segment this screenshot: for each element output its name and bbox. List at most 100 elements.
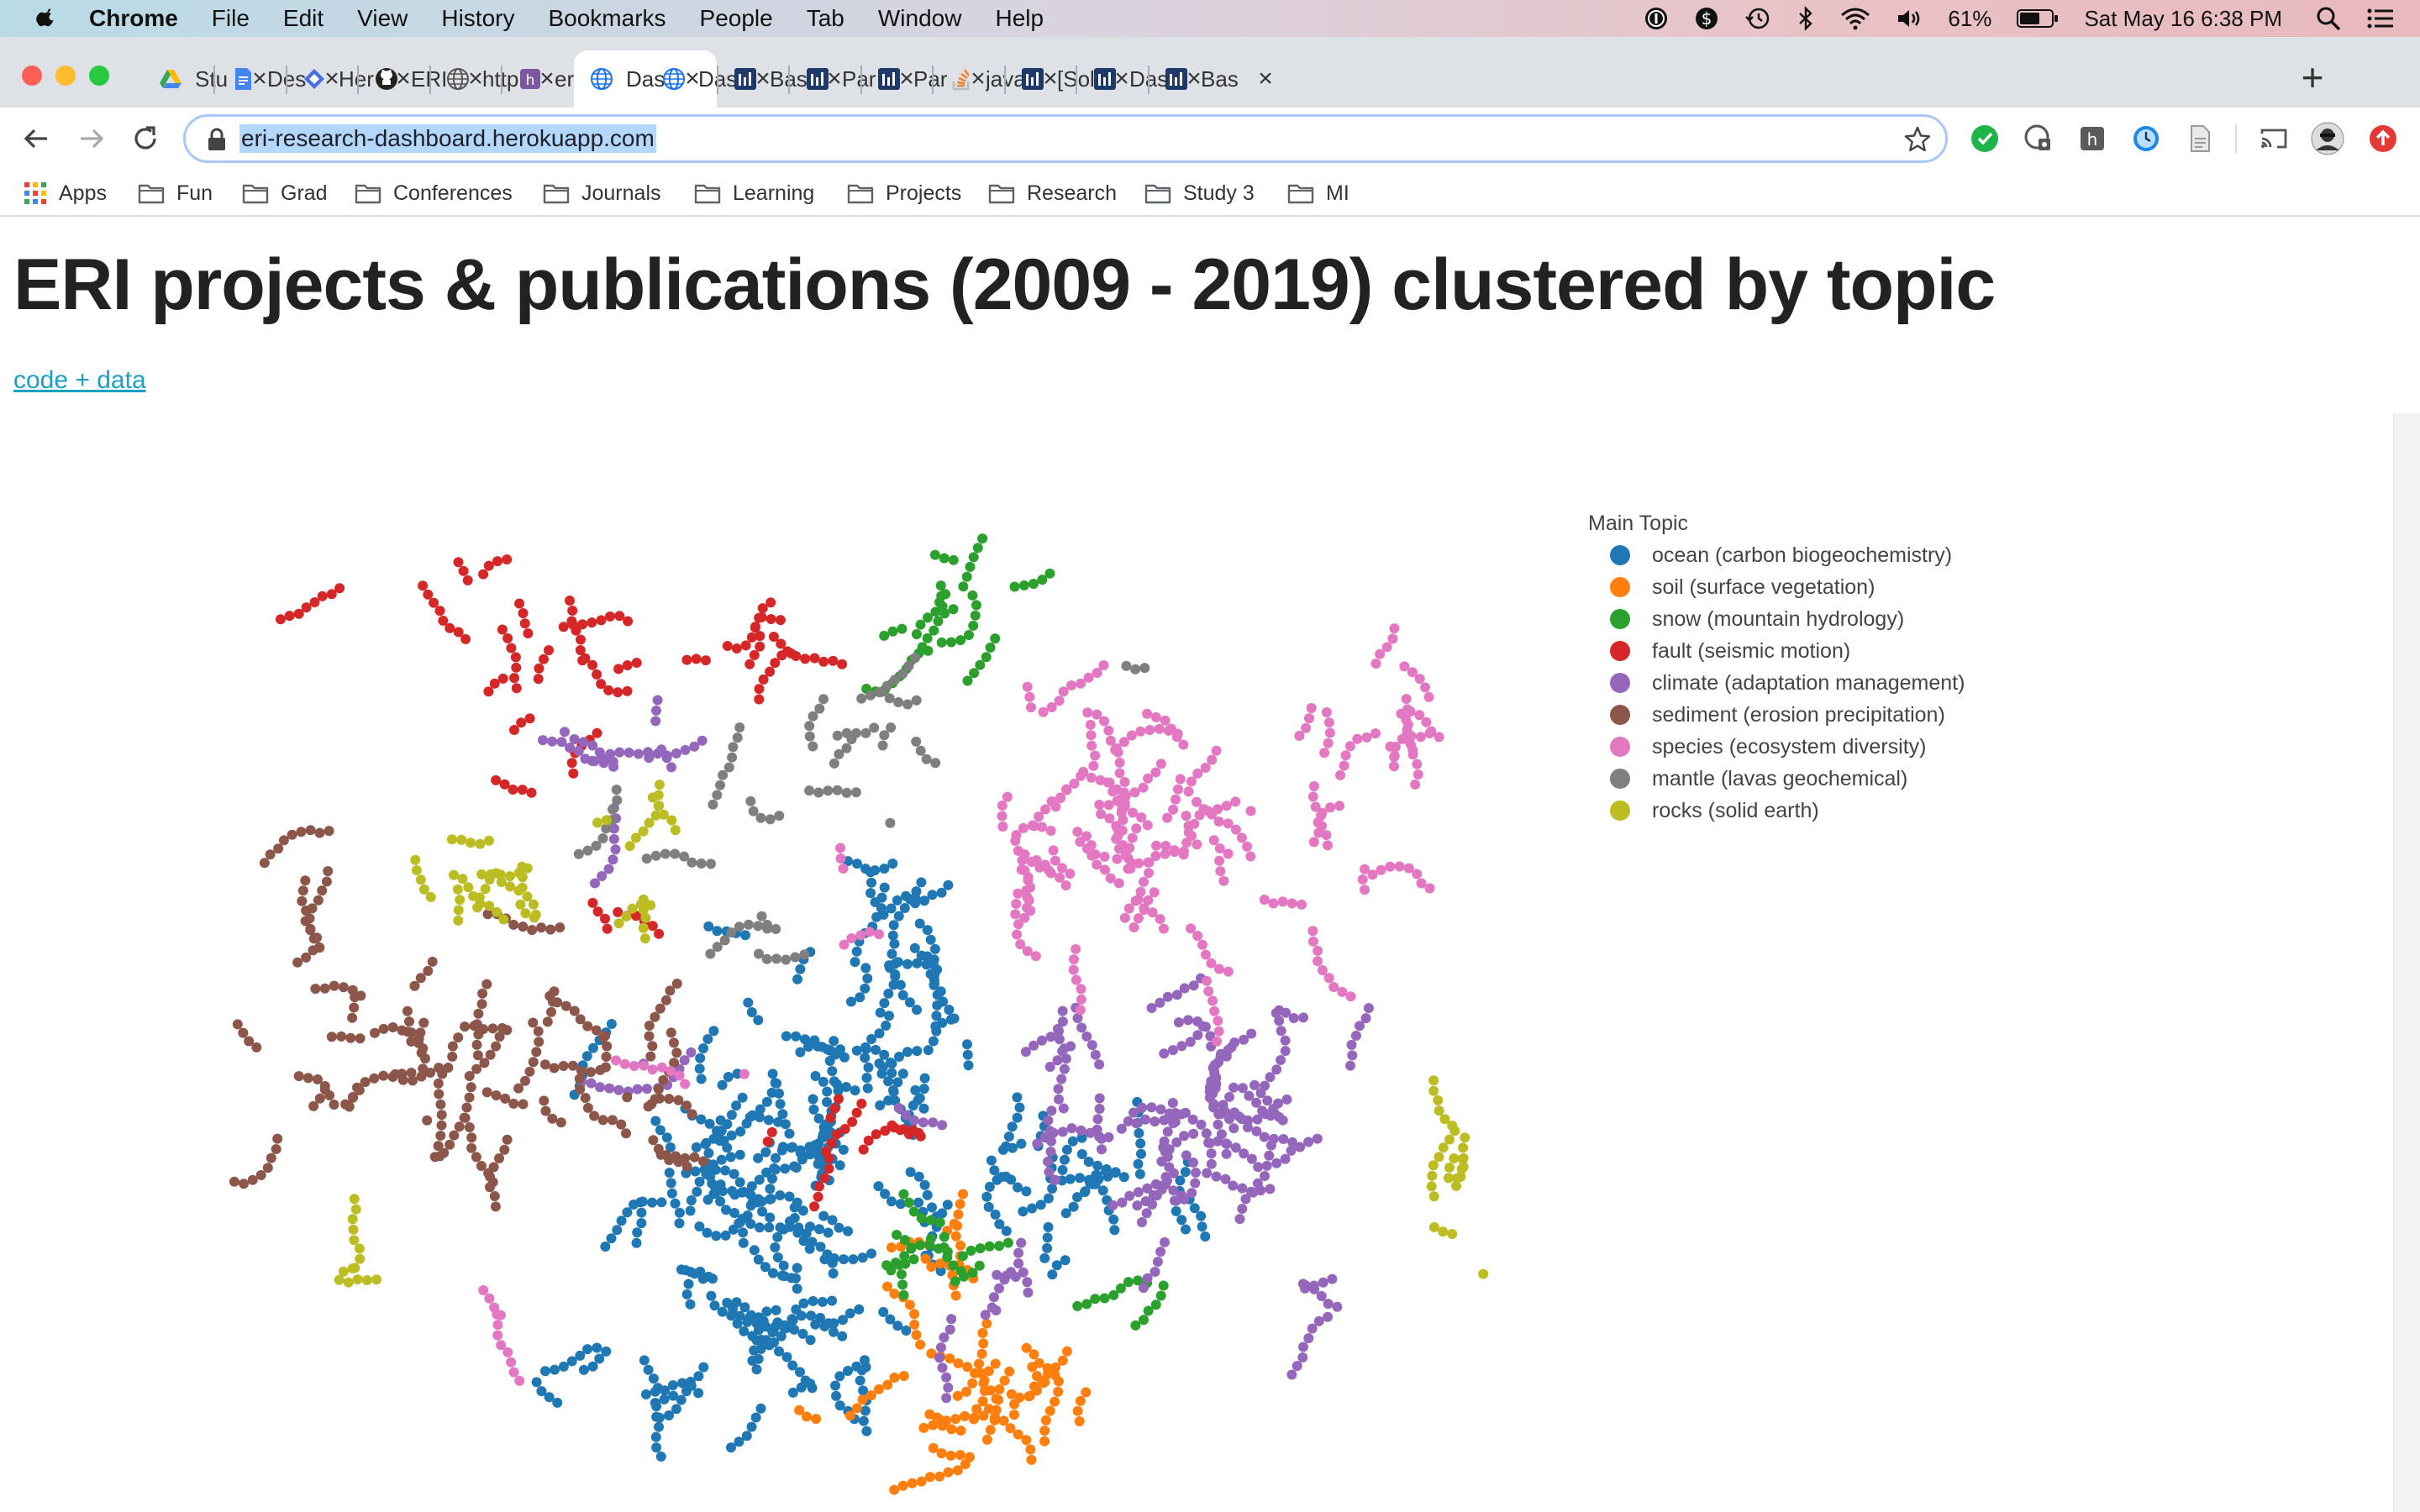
scatter-point[interactable]: [273, 843, 284, 854]
scatter-point[interactable]: [1112, 853, 1123, 864]
scatter-point[interactable]: [798, 1298, 809, 1309]
scatter-point[interactable]: [760, 1147, 771, 1158]
scatter-point[interactable]: [1200, 949, 1211, 960]
scatter-point[interactable]: [1076, 1022, 1087, 1033]
scatter-point[interactable]: [726, 1130, 737, 1141]
scatter-point[interactable]: [1105, 735, 1116, 746]
scatter-point[interactable]: [1478, 1268, 1489, 1279]
scatter-point[interactable]: [774, 1346, 784, 1357]
scatter-point[interactable]: [1192, 931, 1203, 942]
scatter-point[interactable]: [913, 1127, 924, 1138]
menu-people[interactable]: People: [699, 5, 773, 31]
scatter-point[interactable]: [1312, 1133, 1323, 1144]
scatter-point[interactable]: [1158, 923, 1169, 934]
scatter-point[interactable]: [1080, 1186, 1091, 1197]
scatter-point[interactable]: [897, 1480, 908, 1491]
scatter-point[interactable]: [549, 1063, 560, 1074]
scatter-point[interactable]: [925, 934, 936, 945]
scatter-point[interactable]: [387, 1072, 398, 1082]
scatter-point[interactable]: [1206, 958, 1217, 969]
scatter-point[interactable]: [1071, 943, 1081, 954]
scatter-point[interactable]: [1426, 1181, 1437, 1192]
scatter-point[interactable]: [817, 1296, 828, 1307]
scatter-point[interactable]: [789, 1202, 800, 1213]
scatter-point[interactable]: [755, 641, 765, 652]
scatter-point[interactable]: [648, 1373, 659, 1384]
scatter-point[interactable]: [786, 648, 797, 659]
scatter-point[interactable]: [949, 1218, 960, 1229]
scatter-point[interactable]: [862, 973, 873, 984]
scatter-point[interactable]: [1255, 1088, 1266, 1099]
scatter-point[interactable]: [648, 1135, 659, 1146]
scatter-point[interactable]: [1401, 694, 1412, 704]
scatter-point[interactable]: [955, 1425, 966, 1436]
scatter-point[interactable]: [542, 1016, 553, 1027]
scatter-point[interactable]: [858, 1144, 869, 1155]
scatter-point[interactable]: [927, 890, 938, 900]
scatter-point[interactable]: [937, 1362, 948, 1373]
scatter-point[interactable]: [343, 1277, 354, 1288]
bookmark-star-icon[interactable]: [1903, 125, 1932, 154]
scatter-point[interactable]: [1202, 1168, 1213, 1179]
scatter-point[interactable]: [834, 1160, 845, 1171]
scatter-point[interactable]: [658, 809, 669, 820]
scatter-point[interactable]: [475, 838, 486, 849]
scatter-point[interactable]: [622, 685, 633, 696]
scatter-point[interactable]: [697, 1156, 708, 1167]
scatter-point[interactable]: [1113, 878, 1124, 889]
scatter-point[interactable]: [518, 1099, 529, 1110]
bookmark-folder[interactable]: Grad: [242, 178, 328, 208]
scatter-point[interactable]: [829, 1318, 839, 1329]
scatter-point[interactable]: [492, 556, 502, 567]
scatter-point[interactable]: [319, 983, 330, 994]
time-machine-icon[interactable]: [1744, 6, 1771, 31]
scatter-point[interactable]: [901, 1110, 911, 1121]
scatter-point[interactable]: [1163, 725, 1174, 736]
scatter-point[interactable]: [1236, 832, 1247, 843]
scatter-point[interactable]: [1224, 1091, 1234, 1102]
scatter-point[interactable]: [1143, 1305, 1154, 1316]
scatter-point[interactable]: [443, 1063, 454, 1073]
scatter-point[interactable]: [1006, 1174, 1017, 1185]
scatter-point[interactable]: [976, 1348, 987, 1359]
bookmark-folder[interactable]: Learning: [694, 178, 814, 208]
scatter-point[interactable]: [911, 629, 922, 639]
scatter-point[interactable]: [884, 1011, 894, 1021]
scatter-point[interactable]: [1355, 1021, 1365, 1032]
scatter-point[interactable]: [918, 1103, 929, 1114]
scatter-point[interactable]: [466, 837, 476, 848]
scatter-point[interactable]: [1228, 1123, 1239, 1134]
scatter-point[interactable]: [592, 727, 602, 738]
scatter-point[interactable]: [748, 806, 759, 816]
scatter-point[interactable]: [1076, 984, 1086, 995]
scatter-point[interactable]: [1206, 1148, 1217, 1159]
scatter-point[interactable]: [1039, 1425, 1050, 1436]
scatter-point[interactable]: [965, 1245, 976, 1256]
scatter-point[interactable]: [918, 1422, 929, 1433]
scatter-point[interactable]: [809, 1201, 820, 1212]
scatter-point[interactable]: [778, 1224, 789, 1235]
scatter-point[interactable]: [539, 1366, 550, 1377]
scatter-point[interactable]: [776, 1145, 787, 1156]
scatter-point[interactable]: [473, 1008, 484, 1019]
scatter-point[interactable]: [1428, 1222, 1439, 1232]
scatter-point[interactable]: [764, 1340, 775, 1351]
scatter-point[interactable]: [297, 895, 308, 906]
scatter-point[interactable]: [1034, 862, 1045, 873]
scatter-point[interactable]: [892, 895, 902, 906]
scatter-point[interactable]: [1134, 1168, 1145, 1179]
scatter-point[interactable]: [1074, 1416, 1085, 1426]
scatter-point[interactable]: [861, 1073, 872, 1083]
scatter-point[interactable]: [1171, 1137, 1182, 1147]
scatter-point[interactable]: [709, 1300, 720, 1311]
scatter-point[interactable]: [771, 953, 782, 964]
scatter-point[interactable]: [887, 626, 898, 637]
scatter-point[interactable]: [879, 630, 890, 641]
menu-app-name[interactable]: Chrome: [89, 5, 178, 31]
scatter-point[interactable]: [746, 1181, 757, 1192]
scatter-point[interactable]: [1216, 1109, 1226, 1119]
scatter-point[interactable]: [1162, 1175, 1172, 1186]
scatter-point[interactable]: [313, 895, 324, 906]
scatter-point[interactable]: [1214, 843, 1225, 853]
scatter-point[interactable]: [886, 948, 897, 959]
